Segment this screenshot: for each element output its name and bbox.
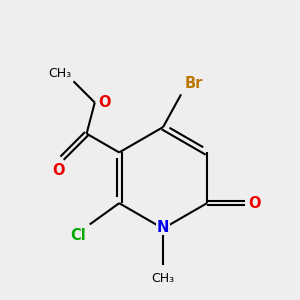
Text: CH₃: CH₃ — [48, 67, 71, 80]
Text: O: O — [99, 95, 111, 110]
Text: O: O — [52, 163, 65, 178]
Text: O: O — [248, 196, 260, 211]
Text: Br: Br — [184, 76, 203, 91]
Text: Cl: Cl — [70, 228, 86, 243]
Text: CH₃: CH₃ — [152, 272, 175, 285]
Text: N: N — [157, 220, 169, 235]
